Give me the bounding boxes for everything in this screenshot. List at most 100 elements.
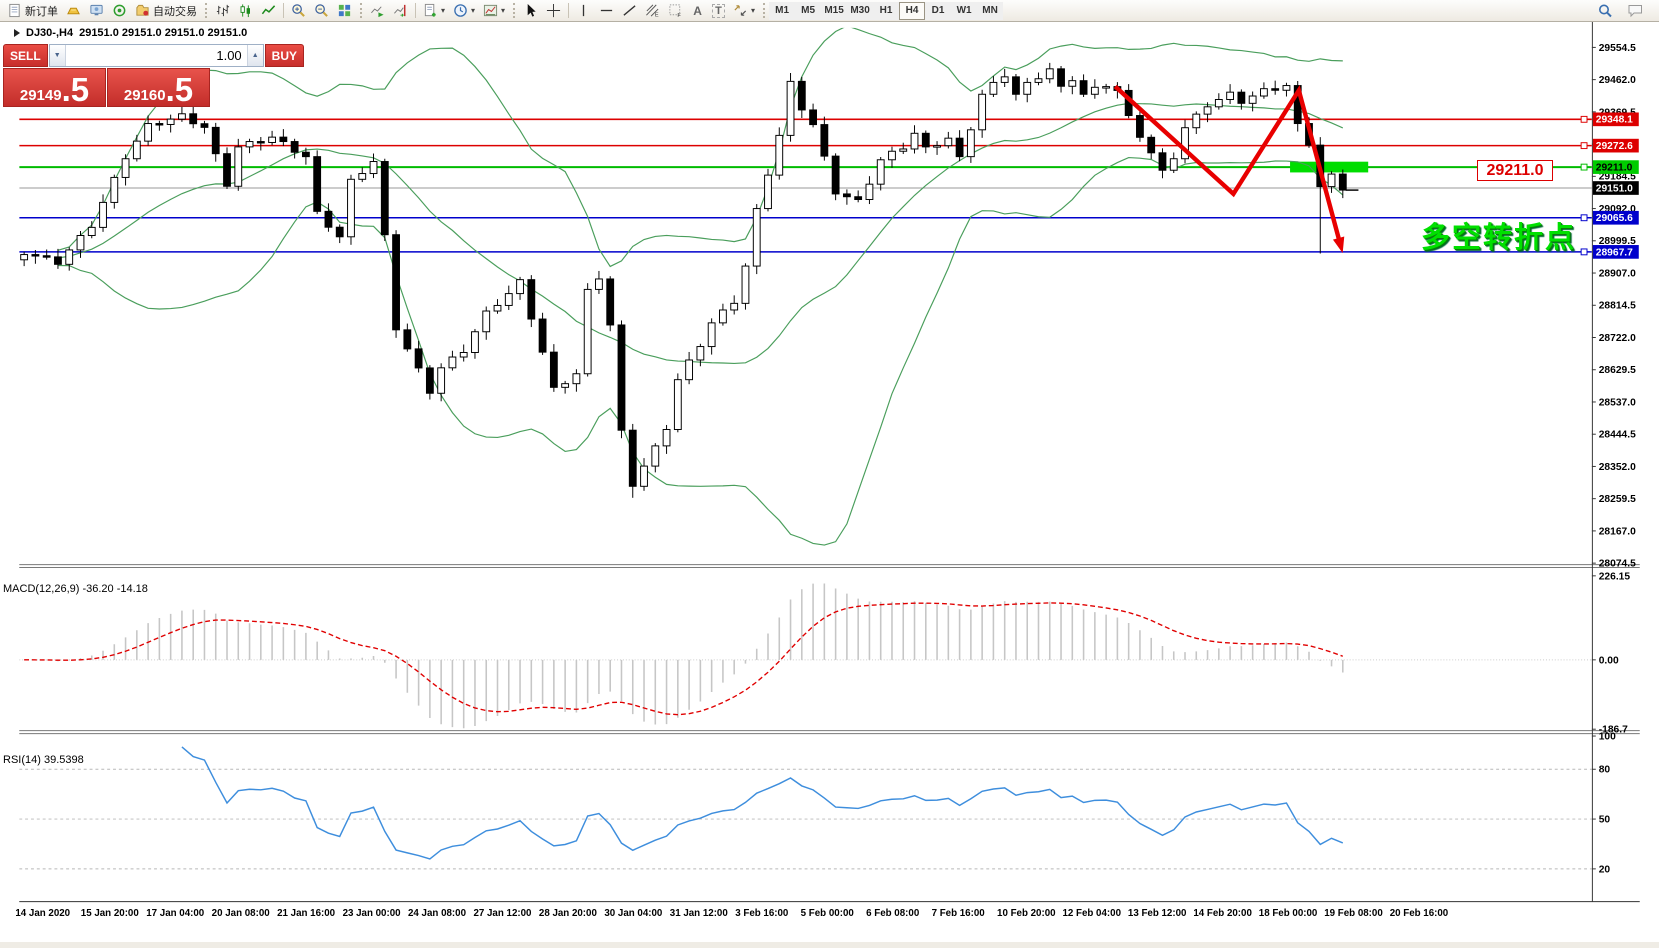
time-tick-label: 27 Jan 12:00 (473, 908, 532, 919)
vertical-line-tool-button[interactable] (572, 1, 595, 20)
timeframe-m15-button[interactable]: M15 (821, 1, 848, 20)
price-callout-box[interactable]: 29211.0 (1477, 160, 1553, 181)
chart-shift-button[interactable] (389, 1, 412, 20)
tile-windows-icon (337, 3, 352, 18)
timeframe-w1-button[interactable]: W1 (951, 1, 978, 20)
timeframe-m5-button[interactable]: M5 (795, 1, 822, 20)
zoom-out-button[interactable] (310, 1, 333, 20)
crosshair-tool-button[interactable] (542, 1, 565, 20)
add-indicator-button[interactable]: ▾ (419, 1, 449, 20)
candle-body (910, 132, 919, 150)
candle-body (1226, 91, 1235, 100)
bollinger-band-line[interactable] (57, 156, 1344, 546)
periods-clock-button[interactable]: ▾ (449, 1, 479, 20)
signal-button[interactable] (108, 1, 131, 20)
text-tool-icon: A (693, 3, 702, 18)
trend-zigzag-arrow-annotation[interactable] (1113, 84, 1342, 244)
candlestick-mode-button[interactable] (234, 1, 257, 20)
candle-body (775, 134, 784, 176)
candle-body (921, 132, 930, 148)
volume-decrease-button[interactable]: ▼ (49, 45, 66, 66)
horizontal-line-tool-button[interactable] (595, 1, 618, 20)
time-tick-label: 3 Feb 16:00 (735, 908, 789, 919)
bar-chart-mode-button[interactable] (211, 1, 234, 20)
timeframe-d1-button[interactable]: D1 (925, 1, 952, 20)
candle-body (189, 113, 198, 125)
candle-body (1000, 76, 1009, 83)
candle-body (617, 324, 626, 431)
arrowhead-icon (1332, 236, 1345, 254)
candle-body (99, 201, 107, 228)
highlight-zone-annotation[interactable] (1290, 161, 1369, 173)
window-bottom-strip (0, 942, 1659, 948)
candle-body (583, 288, 592, 375)
autotrade-button[interactable]: 自动交易 (131, 1, 201, 20)
candle-body (1068, 80, 1077, 87)
price-axis[interactable] (1610, 22, 1659, 923)
trade-prices-row: 29149 .5 29160 .5 (3, 68, 210, 107)
candle-body (211, 126, 220, 155)
buy-button[interactable]: BUY (264, 44, 305, 67)
text-label-tool-button[interactable]: T (708, 1, 729, 20)
toolbar-handle (205, 3, 207, 18)
buy-price-button[interactable]: 29160 .5 (107, 68, 210, 107)
volume-input[interactable] (65, 45, 247, 66)
tile-windows-button[interactable] (333, 1, 356, 20)
time-tick-label: 31 Jan 12:00 (670, 908, 729, 919)
macd-tick-label: -186.7 (1599, 725, 1628, 736)
timeframe-h1-button[interactable]: H1 (873, 1, 900, 20)
fibo-grid-tool-button[interactable]: F (664, 1, 687, 20)
candle-body (504, 293, 513, 306)
text-label-icon: T (712, 3, 725, 18)
line-anchor-square[interactable] (1580, 115, 1588, 123)
line-anchor-square[interactable] (1580, 142, 1588, 150)
fibonacci-tool-button[interactable]: E (641, 1, 664, 20)
candle-body (1260, 88, 1268, 97)
candle-body (538, 318, 547, 353)
chat-button[interactable] (1623, 1, 1648, 20)
cursor-tool-button[interactable] (519, 1, 542, 20)
rsi-tick-label: 50 (1599, 814, 1611, 825)
line-chart-mode-button[interactable] (257, 1, 280, 20)
candle-body (178, 113, 186, 120)
line-anchor-square[interactable] (1580, 248, 1588, 256)
add-indicator-icon (423, 3, 438, 18)
toolbar-handle (513, 3, 516, 18)
macd-signal-line[interactable] (24, 602, 1344, 716)
toolbar-separator (283, 3, 284, 18)
chart-canvas[interactable]: 29554.529462.029369.529277.029184.529092… (0, 22, 1659, 948)
price-chip-label: 29065.6 (1596, 213, 1633, 224)
timeframe-mn-button[interactable]: MN (977, 1, 1004, 20)
macd-tick-label: 226.15 (1599, 571, 1631, 582)
zoom-in-button[interactable] (287, 1, 310, 20)
time-tick-label: 5 Feb 00:00 (801, 908, 855, 919)
timeframe-m30-button[interactable]: M30 (847, 1, 874, 20)
price-tick-label: 29092.0 (1599, 204, 1636, 215)
timeframe-m1-button[interactable]: M1 (769, 1, 796, 20)
price-chip-label: 29348.1 (1596, 115, 1633, 126)
sell-price-button[interactable]: 29149 .5 (3, 68, 106, 107)
chart-template-button[interactable]: ▾ (479, 1, 509, 20)
text-tool-button[interactable]: A (687, 1, 708, 20)
volume-increase-button[interactable]: ▲ (246, 45, 263, 66)
macd-pane-layer (19, 583, 1592, 729)
timeframe-h4-button[interactable]: H4 (899, 1, 926, 20)
candle-body (1169, 158, 1178, 171)
sell-button[interactable]: SELL (3, 44, 48, 67)
gold-button[interactable] (62, 1, 85, 20)
time-axis[interactable] (0, 923, 1610, 948)
new-order-button[interactable]: 新订单 (3, 1, 62, 20)
trendline-tool-button[interactable] (618, 1, 641, 20)
auto-scroll-button[interactable] (366, 1, 389, 20)
line-anchor-square[interactable] (1580, 163, 1588, 171)
bollinger-band-line[interactable] (57, 26, 1343, 268)
line-anchor-square[interactable] (1580, 214, 1588, 222)
search-button[interactable] (1593, 1, 1617, 20)
candle-body (1102, 86, 1111, 89)
rsi-line[interactable] (181, 746, 1344, 860)
metaeditor-button[interactable] (85, 1, 108, 20)
candle-body (1271, 88, 1280, 91)
arrow-objects-button[interactable]: ▾ (729, 1, 759, 20)
candle-body (606, 278, 615, 326)
candle-body (1045, 68, 1054, 80)
